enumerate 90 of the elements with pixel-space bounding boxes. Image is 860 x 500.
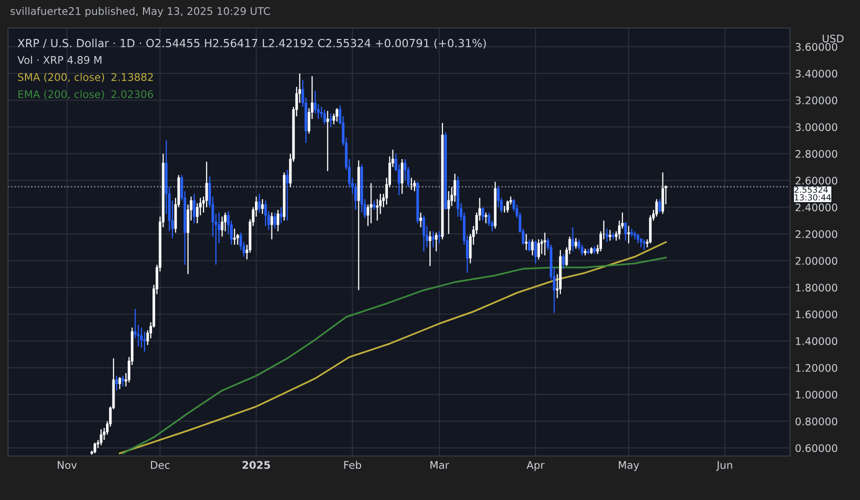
candlestick (661, 172, 664, 214)
candlestick (481, 206, 484, 222)
candlestick (100, 428, 102, 446)
y-axis-title: USD (822, 34, 844, 42)
candlestick (428, 230, 432, 267)
candlestick (419, 212, 422, 228)
candlestick (484, 212, 488, 224)
candlestick (220, 216, 224, 238)
candlestick (329, 113, 332, 128)
x-tick-label: Apr (526, 461, 545, 471)
candlestick (323, 109, 326, 125)
candlestick (400, 158, 404, 194)
candlestick (454, 173, 456, 202)
candlestick (122, 375, 124, 388)
annotation: 2.02306 (111, 90, 154, 98)
candlestick (261, 198, 264, 214)
candlestick (658, 198, 661, 214)
candlestick (434, 232, 438, 252)
candlestick (336, 108, 338, 122)
y-tick-label: 3.60000 (796, 42, 838, 51)
y-tick-label: 1.00000 (796, 390, 838, 399)
candlestick (534, 240, 537, 264)
candlestick (143, 331, 146, 352)
text: XRP / U.S. Dollar · 1D · O2.54455 H2.56417 L2.42192 C2.55324 +0.00791 (+0.31%) (18, 38, 486, 49)
candlestick (544, 232, 546, 256)
candlestick (655, 198, 658, 218)
candlestick (574, 237, 578, 250)
y-tick-label: 1.40000 (796, 337, 838, 346)
x-tick-label: Nov (58, 461, 77, 469)
y-tick-label: 2.60000 (796, 176, 838, 185)
x-tick-label: Jun (716, 461, 732, 471)
y-tick-label: 1.80000 (796, 284, 838, 292)
candlestick (140, 327, 143, 348)
candlestick (531, 238, 534, 256)
ref-line-label: 2.55324 13:30:44 (794, 186, 831, 201)
candlestick (630, 228, 634, 238)
candlestick (280, 206, 282, 224)
candlestick (642, 238, 646, 251)
candlestick (274, 212, 276, 230)
candlestick (94, 442, 96, 454)
y-tick-label: 3.40000 (796, 70, 838, 78)
candlestick (326, 110, 329, 172)
candlestick (636, 233, 640, 244)
candlestick (627, 225, 630, 244)
candlestick (422, 214, 426, 252)
candlestick (192, 193, 196, 224)
candlestick (264, 200, 267, 227)
annotation: Vol · XRP 4.89 M (17, 56, 102, 64)
candlestick (118, 376, 122, 390)
candlestick (447, 190, 450, 235)
candlestick (606, 228, 608, 243)
y-tick-label: 3.00000 (796, 123, 838, 132)
text: EMA (200, close) (18, 90, 104, 100)
candlestick (640, 237, 642, 248)
candlestick (528, 238, 531, 252)
x-tick-label: Dec (151, 461, 170, 469)
y-tick-label: 2.00000 (796, 256, 838, 265)
candlestick (286, 169, 289, 222)
x-tick-label: Mar (430, 461, 450, 469)
candlestick (438, 230, 441, 244)
candlestick (537, 238, 540, 260)
candlestick (571, 226, 574, 252)
candlestick (370, 182, 372, 224)
x-tick-label: May (618, 461, 640, 471)
candlestick (372, 200, 376, 210)
candlestick (233, 228, 236, 246)
candlestick (624, 221, 627, 242)
annotation: 2.13882 (112, 73, 153, 82)
text: svillafuerte21 published, May 13, 2025 10:29 UTC (10, 6, 270, 18)
x-tick-label: 2025 (242, 461, 270, 469)
candlestick (115, 375, 118, 392)
y-tick-label: 2.40000 (796, 203, 838, 212)
candlestick (562, 253, 565, 270)
y-tick-label: 0.80000 (796, 417, 838, 426)
y-tick-label: 1.60000 (796, 310, 838, 318)
candlestick (524, 233, 528, 251)
y-tick-label: 2.20000 (796, 230, 838, 238)
candlestick (413, 180, 416, 192)
y-tick-label: 0.60000 (796, 444, 838, 452)
candlestick (608, 229, 612, 242)
candlestick (258, 193, 261, 214)
y-tick-label: 2.80000 (796, 150, 838, 158)
y-tick-label: 1.20000 (796, 364, 838, 372)
candlestick (506, 200, 509, 214)
x-tick-label: Feb (344, 460, 362, 469)
candlestick (270, 212, 274, 240)
y-tick-label: 3.20000 (796, 96, 838, 104)
candlestick (276, 209, 280, 232)
candlestick (432, 230, 434, 248)
text: SMA (200, close) (18, 72, 104, 82)
